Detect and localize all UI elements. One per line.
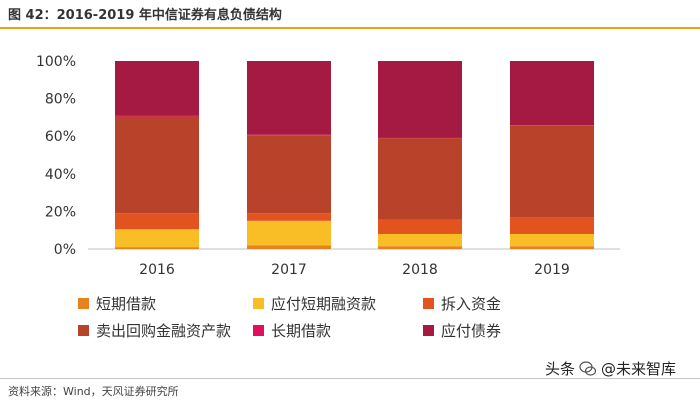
bar-2016-series-3	[115, 116, 199, 214]
bar-2018-series-1	[378, 233, 462, 247]
watermark-prefix: 头条	[545, 360, 576, 378]
bar-2017-series-5	[247, 61, 331, 135]
legend-label: 短期借款	[96, 295, 157, 313]
legend-item: 长期借款	[253, 320, 331, 341]
watermark-at: @	[601, 359, 617, 378]
x-tick-label-2016: 2016	[139, 262, 175, 278]
legend-swatch	[78, 325, 89, 336]
bar-2016-series-1	[115, 229, 199, 248]
legend-item: 卖出回购金融资产款	[78, 320, 231, 341]
bar-2016-series-0	[115, 247, 199, 249]
legend-label: 应付债券	[441, 322, 502, 340]
bar-2016-series-2	[115, 213, 199, 230]
bar-2018-series-4	[378, 137, 462, 139]
x-tick-label-2017: 2017	[271, 262, 307, 278]
bar-2018-series-3	[378, 138, 462, 220]
figure-title: 图 42：2016-2019 年中信证券有息负债结构	[8, 8, 282, 23]
bar-2018-series-5	[378, 61, 462, 138]
legend-item: 应付债券	[423, 320, 501, 341]
y-tick-label: 100%	[36, 54, 76, 70]
bar-2018-series-2	[378, 219, 462, 234]
legend-label: 长期借款	[271, 322, 332, 340]
legend-label: 应付短期融资款	[271, 295, 377, 313]
source-divider	[0, 378, 700, 379]
wechat-icon	[579, 360, 597, 376]
source-note: 资料来源：Wind，天风证券研究所	[8, 385, 179, 398]
bar-2016-series-4	[115, 115, 199, 117]
legend-label: 拆入资金	[441, 295, 502, 313]
legend-swatch	[253, 325, 264, 336]
bar-2019-series-4	[510, 125, 594, 126]
legend-swatch	[423, 325, 434, 336]
bar-2019-series-5	[510, 61, 594, 126]
y-tick-label: 60%	[45, 129, 76, 145]
bar-2018-series-0	[378, 246, 462, 249]
bar-2016-series-5	[115, 61, 199, 116]
y-tick-label: 80%	[45, 92, 76, 108]
bar-2017-series-1	[247, 220, 331, 246]
stacked-bar-chart: 0% 20% 40% 60% 80% 100% 2016 2017 2018 2019	[36, 54, 620, 278]
bar-2017-series-2	[247, 213, 331, 221]
bar-2017-series-4	[247, 134, 331, 136]
watermark: 头条 @ 未来智库	[545, 358, 676, 379]
bar-2019-series-3	[510, 125, 594, 218]
y-tick-label: 0%	[54, 242, 76, 258]
legend-item: 短期借款	[78, 293, 156, 314]
watermark-name: 未来智库	[616, 360, 677, 378]
bar-2017-series-3	[247, 135, 331, 214]
bar-2019-series-1	[510, 233, 594, 247]
x-tick-label-2019: 2019	[534, 262, 570, 278]
bar-2019-series-0	[510, 246, 594, 249]
title-divider	[0, 27, 700, 29]
x-tick-label-2018: 2018	[402, 262, 438, 278]
legend-label: 卖出回购金融资产款	[96, 322, 232, 340]
y-tick-label: 40%	[45, 167, 76, 183]
legend-item: 应付短期融资款	[253, 293, 376, 314]
legend-item: 拆入资金	[423, 293, 501, 314]
bar-2017-series-0	[247, 245, 331, 249]
bar-2019-series-2	[510, 217, 594, 234]
legend-swatch	[78, 298, 89, 309]
y-tick-label: 20%	[45, 204, 76, 220]
legend-swatch	[423, 298, 434, 309]
legend-swatch	[253, 298, 264, 309]
